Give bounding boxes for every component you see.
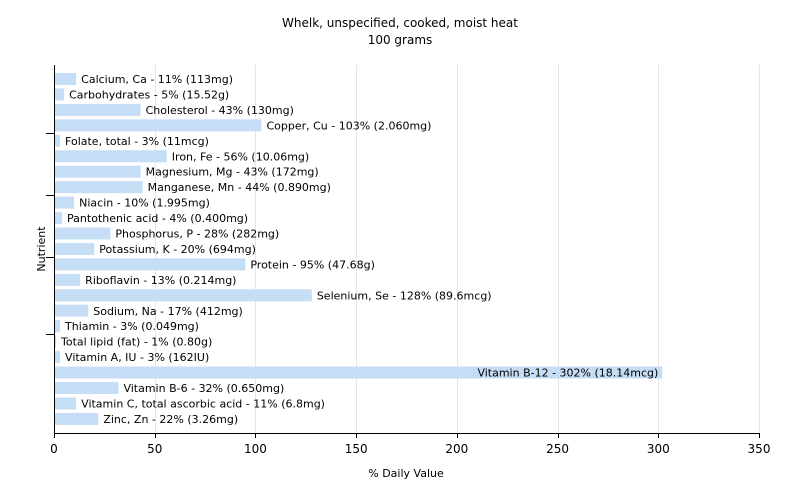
bar xyxy=(55,196,75,209)
bar-label: Vitamin C, total ascorbic acid - 11% (6.… xyxy=(81,397,325,410)
bar-label: Zinc, Zn - 22% (3.26mg) xyxy=(103,413,238,426)
chart-subtitle: 100 grams xyxy=(368,33,433,47)
bar-label: Cholesterol - 43% (130mg) xyxy=(146,104,294,117)
bar xyxy=(55,165,141,178)
bar xyxy=(55,212,63,225)
bar xyxy=(55,73,77,85)
axes xyxy=(54,65,759,434)
bar xyxy=(55,258,246,271)
x-tick-label: 0 xyxy=(50,442,58,456)
bar xyxy=(55,227,111,240)
x-ticks: 0 50 100 150 200 250 300 350 xyxy=(50,433,770,456)
chart-title: Whelk, unspecified, cooked, moist heat xyxy=(282,16,518,30)
bar-label: Vitamin A, IU - 3% (162IU) xyxy=(65,351,209,364)
bar xyxy=(55,366,663,379)
x-tick-label: 350 xyxy=(748,442,771,456)
bar xyxy=(55,289,312,302)
bar-label: Niacin - 10% (1.995mg) xyxy=(79,197,210,210)
x-tick-label: 50 xyxy=(147,442,162,456)
bar xyxy=(55,320,61,333)
bar xyxy=(55,304,89,317)
bar-label: Vitamin B-6 - 32% (0.650mg) xyxy=(123,382,284,395)
bar xyxy=(55,88,65,101)
bar xyxy=(55,382,119,394)
bar xyxy=(55,242,95,255)
bar xyxy=(55,119,262,132)
bar xyxy=(55,351,61,364)
bars: Calcium, Ca - 11% (113mg) Carbohydrates -… xyxy=(55,73,663,426)
bar-label: Pantothenic acid - 4% (0.400mg) xyxy=(67,212,248,225)
y-axis-label: Nutrient xyxy=(35,226,48,272)
bar-label: Carbohydrates - 5% (15.52g) xyxy=(69,88,229,101)
bar xyxy=(55,397,77,410)
x-tick-label: 300 xyxy=(647,442,670,456)
bar-label: Iron, Fe - 56% (10.06mg) xyxy=(172,150,309,163)
bar-label: Phosphorus, P - 28% (282mg) xyxy=(115,228,279,241)
bar-label: Protein - 95% (47.68g) xyxy=(250,258,375,271)
bar-label: Copper, Cu - 103% (2.060mg) xyxy=(266,119,431,132)
bar xyxy=(55,103,141,116)
x-tick-label: 100 xyxy=(244,442,267,456)
bar-label: Riboflavin - 13% (0.214mg) xyxy=(85,274,236,287)
bar-label: Magnesium, Mg - 43% (172mg) xyxy=(146,166,319,179)
x-tick-label: 200 xyxy=(445,442,468,456)
bar-label: Thiamin - 3% (0.049mg) xyxy=(64,320,199,333)
x-tick-label: 250 xyxy=(546,442,569,456)
bar xyxy=(55,412,99,425)
bar-label: Manganese, Mn - 44% (0.890mg) xyxy=(148,181,331,194)
bar xyxy=(55,150,167,163)
bar xyxy=(55,134,61,147)
bar-label: Calcium, Ca - 11% (113mg) xyxy=(81,73,233,86)
bar xyxy=(55,273,81,286)
bar-label: Potassium, K - 20% (694mg) xyxy=(99,243,256,256)
bar-label: Folate, total - 3% (11mcg) xyxy=(65,135,209,148)
bar xyxy=(55,335,57,348)
x-tick-label: 150 xyxy=(345,442,368,456)
y-ticks xyxy=(46,133,54,335)
bar-label: Total lipid (fat) - 1% (0.80g) xyxy=(60,336,212,349)
bar-label: Selenium, Se - 128% (89.6mcg) xyxy=(317,289,492,302)
bar-label: Sodium, Na - 17% (412mg) xyxy=(93,305,243,318)
bar xyxy=(55,181,143,194)
bar-label: Vitamin B-12 - 302% (18.14mcg) xyxy=(477,367,658,380)
x-axis-label: % Daily Value xyxy=(368,467,444,480)
